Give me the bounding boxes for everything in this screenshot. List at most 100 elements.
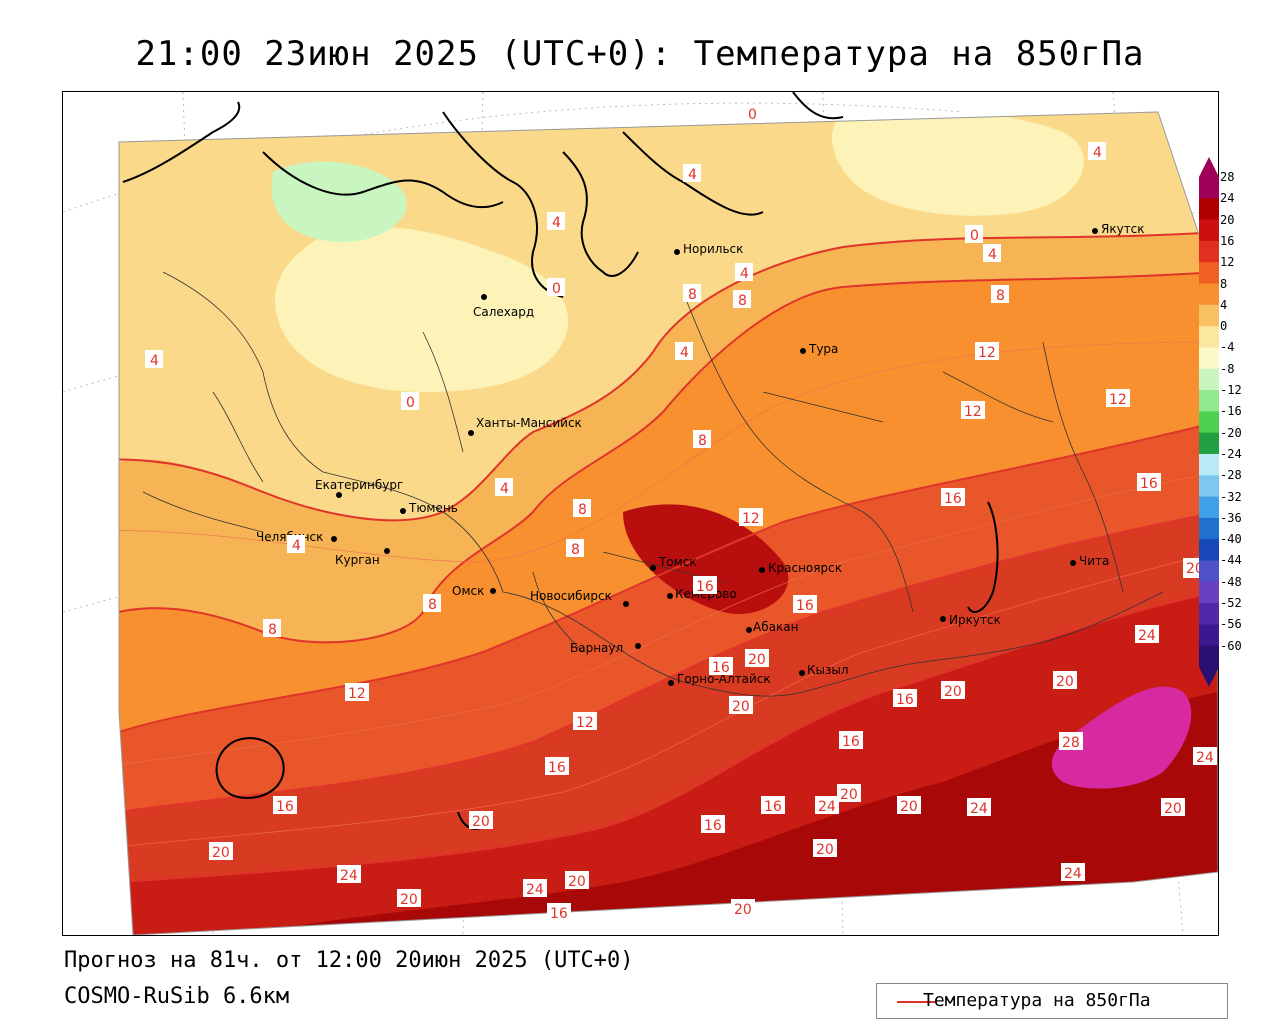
colorbar-tick-label: -32 <box>1220 489 1242 504</box>
isotherm-label: 8 <box>693 430 711 449</box>
svg-text:8: 8 <box>428 597 437 613</box>
isotherm-label: 4 <box>495 478 513 497</box>
svg-text:16: 16 <box>896 692 914 708</box>
city-krasnoyarsk: Красноярск <box>759 561 842 575</box>
svg-text:16: 16 <box>704 818 722 834</box>
svg-text:Екатеринбург: Екатеринбург <box>315 478 403 492</box>
isotherm-label: 8 <box>733 290 751 309</box>
svg-text:20: 20 <box>400 892 418 908</box>
colorbar-swatch <box>1199 368 1219 391</box>
svg-text:Барнаул: Барнаул <box>570 641 623 655</box>
isotherm-label: 8 <box>991 285 1009 304</box>
colorbar-swatch <box>1199 645 1219 668</box>
colorbar-tick-label: 12 <box>1220 255 1235 270</box>
svg-text:4: 4 <box>688 167 697 183</box>
city-tura: Тура <box>800 342 838 356</box>
colorbar-swatch <box>1199 198 1219 221</box>
band-negative <box>271 161 407 242</box>
svg-text:24: 24 <box>1064 866 1082 882</box>
svg-text:20: 20 <box>816 842 834 858</box>
svg-text:24: 24 <box>818 799 836 815</box>
colorbar-tick-label: -20 <box>1220 425 1242 440</box>
svg-text:8: 8 <box>688 287 697 303</box>
isotherm-label: 4 <box>683 164 701 183</box>
city-salekhard: Салехард <box>473 294 534 319</box>
colorbar-swatch <box>1199 240 1219 263</box>
svg-text:4: 4 <box>740 266 749 282</box>
svg-text:16: 16 <box>764 799 782 815</box>
svg-text:Новосибирск: Новосибирск <box>530 589 612 603</box>
isotherm-label: 4 <box>983 244 1001 263</box>
svg-text:0: 0 <box>748 107 757 123</box>
colorbar-swatch <box>1199 411 1219 434</box>
isotherm-label: 12 <box>573 712 597 731</box>
colorbar-swatch <box>1199 432 1219 455</box>
svg-text:16: 16 <box>796 598 814 614</box>
svg-text:8: 8 <box>996 288 1005 304</box>
isotherm-label: 16 <box>761 796 785 815</box>
svg-text:24: 24 <box>970 801 988 817</box>
svg-text:Тура: Тура <box>808 342 838 356</box>
isotherm-label: 16 <box>709 657 733 676</box>
svg-text:16: 16 <box>712 660 730 676</box>
isotherm-label: 20 <box>731 899 755 918</box>
colorbar-tick-label: 16 <box>1220 233 1235 248</box>
isotherm-label: 16 <box>893 689 917 708</box>
svg-text:16: 16 <box>696 579 714 595</box>
colorbar-swatch <box>1199 475 1219 498</box>
svg-text:16: 16 <box>1140 476 1158 492</box>
colorbar-tick-label: -28 <box>1220 468 1242 483</box>
colorbar-tick-label: -48 <box>1220 574 1242 589</box>
band-cold-north <box>832 112 1084 216</box>
svg-text:4: 4 <box>552 215 561 231</box>
isotherm-label: 24 <box>337 865 361 884</box>
isotherm-label: 20 <box>1053 671 1077 690</box>
isotherm-label: 4 <box>287 535 305 554</box>
city-kyzyl: Кызыл <box>799 663 849 677</box>
colorbar-swatch <box>1199 262 1219 285</box>
svg-text:4: 4 <box>988 247 997 263</box>
colorbar-tick-label: -56 <box>1220 617 1242 632</box>
isotherm-label: 16 <box>1137 473 1161 492</box>
isotherm-label: 12 <box>975 342 999 361</box>
svg-text:12: 12 <box>742 511 760 527</box>
colorbar-tick-label: 28 <box>1220 170 1235 184</box>
isotherm-label: 20 <box>941 681 965 700</box>
isotherm-label: 4 <box>675 342 693 361</box>
svg-text:20: 20 <box>1056 674 1074 690</box>
city-tomsk: Томск <box>650 555 697 571</box>
svg-text:Красноярск: Красноярск <box>768 561 842 575</box>
svg-text:12: 12 <box>964 404 982 420</box>
svg-text:28: 28 <box>1062 735 1080 751</box>
colorbar-tick-label: -52 <box>1220 596 1242 611</box>
svg-text:20: 20 <box>900 799 918 815</box>
city-khanty-mansiysk: Ханты-Мансийск <box>468 416 582 436</box>
svg-text:16: 16 <box>548 760 566 776</box>
isotherm-label: 0 <box>965 225 983 244</box>
svg-text:Ханты-Мансийск: Ханты-Мансийск <box>476 416 582 430</box>
isotherm-label: 20 <box>813 839 837 858</box>
svg-text:Курган: Курган <box>335 553 380 567</box>
svg-text:Омск: Омск <box>452 584 484 598</box>
colorbar-tick-label: -60 <box>1220 638 1242 653</box>
city-norilsk: Норильск <box>674 242 743 256</box>
colorbar-tick-label: -4 <box>1220 340 1235 355</box>
isotherm-label: 24 <box>1061 863 1085 882</box>
city-tyumen: Тюмень <box>400 501 458 515</box>
colorbar-tick-label: 20 <box>1220 212 1235 227</box>
isotherm-label: 16 <box>693 576 717 595</box>
band-cold-west <box>274 226 569 392</box>
svg-text:Салехард: Салехард <box>473 305 534 319</box>
svg-text:Абакан: Абакан <box>753 620 798 634</box>
svg-text:Тюмень: Тюмень <box>408 501 458 515</box>
colorbar-tick-label: -12 <box>1220 383 1242 398</box>
svg-text:8: 8 <box>578 502 587 518</box>
isotherm-label: 12 <box>961 401 985 420</box>
isotherm-label: 20 <box>209 842 233 861</box>
isotherm-label: 24 <box>1193 747 1217 766</box>
colorbar-swatch <box>1199 453 1219 476</box>
svg-text:24: 24 <box>340 868 358 884</box>
svg-text:16: 16 <box>276 799 294 815</box>
svg-text:20: 20 <box>944 684 962 700</box>
region-borders <box>142 271 1164 697</box>
